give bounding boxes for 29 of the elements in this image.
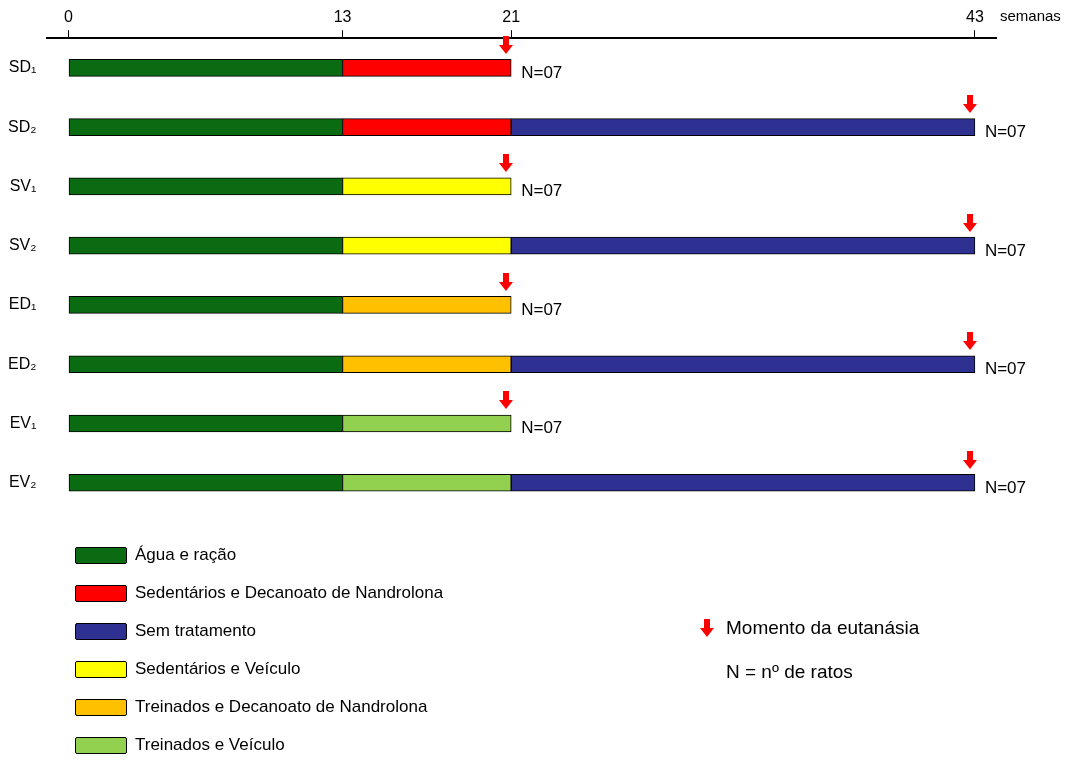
x-tick-label: 0 bbox=[64, 8, 74, 26]
annotation: N=07 bbox=[521, 62, 563, 83]
text: Momento da eutanásia bbox=[726, 617, 920, 639]
x-tick-label: 13 bbox=[333, 8, 352, 26]
annotation: N=07 bbox=[984, 122, 1027, 143]
y-tick-label: SD₁ bbox=[8, 58, 37, 76]
y-tick-label: EV₂ bbox=[8, 473, 37, 491]
legend-label: Sedentários e Decanoato de Nandrolona bbox=[135, 583, 444, 603]
annotation: N=07 bbox=[521, 418, 563, 439]
x-axis-title: semanas bbox=[1000, 7, 1061, 25]
annotation: N=07 bbox=[521, 181, 563, 202]
y-tick-label: SV₁ bbox=[9, 176, 37, 194]
annotation: N=07 bbox=[984, 477, 1027, 498]
legend-label: Treinados e Decanoato de Nandrolona bbox=[135, 697, 428, 717]
y-tick-label: EV₁ bbox=[9, 413, 37, 431]
y-tick-label: SD₂ bbox=[8, 117, 37, 135]
y-tick-label: ED₁ bbox=[8, 295, 37, 313]
annotation: N=07 bbox=[984, 240, 1027, 261]
y-tick-label: SV₂ bbox=[8, 236, 37, 254]
annotation: N=07 bbox=[521, 299, 563, 320]
legend-label: Sem tratamento bbox=[135, 621, 256, 641]
x-tick-label: 21 bbox=[502, 8, 521, 26]
legend-label: Treinados e Veículo bbox=[135, 735, 285, 755]
text: N = nº de ratos bbox=[726, 661, 853, 683]
legend-label: Água e ração bbox=[135, 545, 237, 565]
y-tick-label: ED₂ bbox=[8, 354, 37, 372]
legend-label: Sedentários e Veículo bbox=[135, 659, 301, 679]
x-tick-label: 43 bbox=[966, 8, 984, 26]
annotation: N=07 bbox=[984, 359, 1027, 380]
